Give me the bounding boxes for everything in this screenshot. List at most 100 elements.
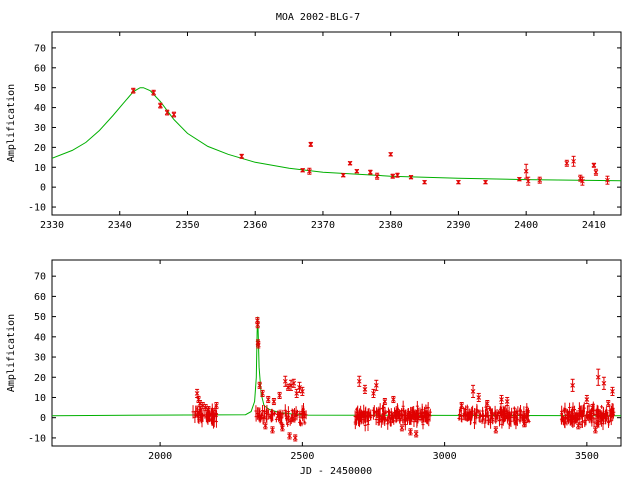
top-panel-ylabel: Amplification <box>6 84 17 162</box>
top-data-point-x <box>422 179 427 185</box>
bottom-data-point-x <box>196 397 201 402</box>
bottom-data-point-x <box>595 374 601 380</box>
top-data-point-x <box>239 153 245 159</box>
bottom-data-point-x <box>263 423 268 429</box>
top-data-point-x <box>564 160 570 166</box>
bottom-data-point-x <box>206 407 211 412</box>
bottom-data-point-x <box>408 429 413 435</box>
bottom-y-tick-label: 10 <box>34 393 46 404</box>
bottom-model-curve <box>52 316 621 417</box>
bottom-data-point-x <box>362 387 368 392</box>
top-data-point-x <box>307 168 312 174</box>
bottom-data-point-x <box>271 399 277 404</box>
bottom-data-point-x <box>260 391 265 396</box>
top-data-point-x <box>456 179 461 185</box>
bottom-data-point-x <box>265 397 271 402</box>
top-data-point-x <box>164 110 170 115</box>
bottom-data-point-x <box>459 403 465 408</box>
bottom-data-point-x <box>601 380 607 386</box>
top-data-point-x <box>390 173 396 179</box>
top-data-point-x <box>593 169 599 175</box>
top-data-point-x <box>517 176 522 182</box>
bottom-panel-frame <box>51 259 622 447</box>
bottom-data-point-x <box>493 427 499 433</box>
bottom-data-point-x <box>499 397 504 402</box>
bottom-data-point-x <box>255 322 261 328</box>
bottom-data-point-x <box>257 382 263 388</box>
top-data-point-x <box>300 167 305 173</box>
bottom-data-point-x <box>382 399 388 404</box>
top-data-point-x <box>537 177 543 183</box>
bottom-y-tick-label: 0 <box>40 413 46 424</box>
top-data-point-x <box>483 179 488 185</box>
chart-title: MOA 2002-BLG-7 <box>276 12 360 23</box>
bottom-data-point-x <box>476 395 482 400</box>
bottom-data-point-x <box>214 403 219 408</box>
top-x-tick-label: 2360 <box>243 220 267 231</box>
bottom-data-point-x <box>371 391 376 396</box>
bottom-data-point-x <box>285 385 291 390</box>
top-data-point-x <box>308 142 314 147</box>
top-data-group <box>52 87 621 186</box>
top-y-tick-label: -10 <box>28 203 46 214</box>
bottom-data-point-x <box>470 389 476 394</box>
bottom-data-point-x <box>575 423 581 429</box>
bottom-data-point-x <box>282 378 288 384</box>
bottom-data-point-x <box>610 389 615 394</box>
top-data-point-x <box>571 158 576 164</box>
bottom-x-tick-label: 3000 <box>433 451 457 462</box>
bottom-data-point-x <box>504 399 510 404</box>
top-panel: Amplification 2330 2340 2350 2360 2370 2380 23… <box>6 31 622 231</box>
top-y-tick-label: 70 <box>34 43 46 54</box>
top-x-tick-label: 2370 <box>311 220 335 231</box>
bottom-panel: Amplification JD - 2450000 2000 2500 3000 3… <box>6 259 622 477</box>
bottom-y-tick-label: 70 <box>34 272 46 283</box>
top-y-tick-label: 0 <box>40 183 46 194</box>
top-data-point-x <box>340 172 346 178</box>
bottom-y-tick-label: 40 <box>34 332 46 343</box>
top-data-point-x <box>395 172 400 178</box>
bottom-data-point-x <box>210 409 216 414</box>
top-data-point-x <box>368 169 373 175</box>
bottom-data-point-x <box>605 401 611 406</box>
bottom-data-point-x <box>373 382 379 388</box>
bottom-data-point-x <box>194 391 200 396</box>
bottom-y-tick-label: 60 <box>34 292 46 303</box>
bottom-data-point-x <box>570 382 575 388</box>
bottom-y-tick-label: 20 <box>34 373 46 384</box>
bottom-x-tick-label: 2000 <box>148 451 172 462</box>
top-panel-frame <box>51 31 622 216</box>
top-data-point-x <box>605 177 610 183</box>
top-x-tick-label: 2340 <box>108 220 132 231</box>
bottom-data-point-x <box>288 382 294 388</box>
top-data-point-x <box>151 90 156 96</box>
bottom-data-point-x <box>590 405 595 410</box>
bottom-data-point-x <box>391 397 396 402</box>
top-y-tick-label: 20 <box>34 143 46 154</box>
bottom-data-point-x <box>356 378 362 384</box>
bottom-data-point-x <box>291 380 297 386</box>
top-data-point-x <box>171 112 177 117</box>
top-data-point-x <box>374 173 380 179</box>
bottom-data-point-x <box>413 431 419 437</box>
bottom-panel-xlabel: JD - 2450000 <box>300 466 372 477</box>
bottom-y-tick-label: -10 <box>28 433 46 444</box>
bottom-data-point-x <box>292 435 298 441</box>
top-y-tick-label: 60 <box>34 63 46 74</box>
bottom-data-point-x <box>300 389 305 394</box>
top-data-point-x <box>523 168 529 174</box>
top-y-tick-label: 10 <box>34 163 46 174</box>
top-data-point-x <box>591 162 597 168</box>
top-data-point-x <box>408 174 414 180</box>
bottom-data-point-x <box>584 397 590 402</box>
top-data-point-x <box>158 103 163 108</box>
bottom-x-tick-label: 3500 <box>575 451 599 462</box>
top-data-point-x <box>354 168 360 174</box>
top-data-point-x <box>347 160 353 166</box>
bottom-y-tick-label: 30 <box>34 353 46 364</box>
top-model-curve <box>52 87 621 182</box>
top-x-tick-label: 2400 <box>514 220 538 231</box>
bottom-data-group <box>52 316 621 442</box>
